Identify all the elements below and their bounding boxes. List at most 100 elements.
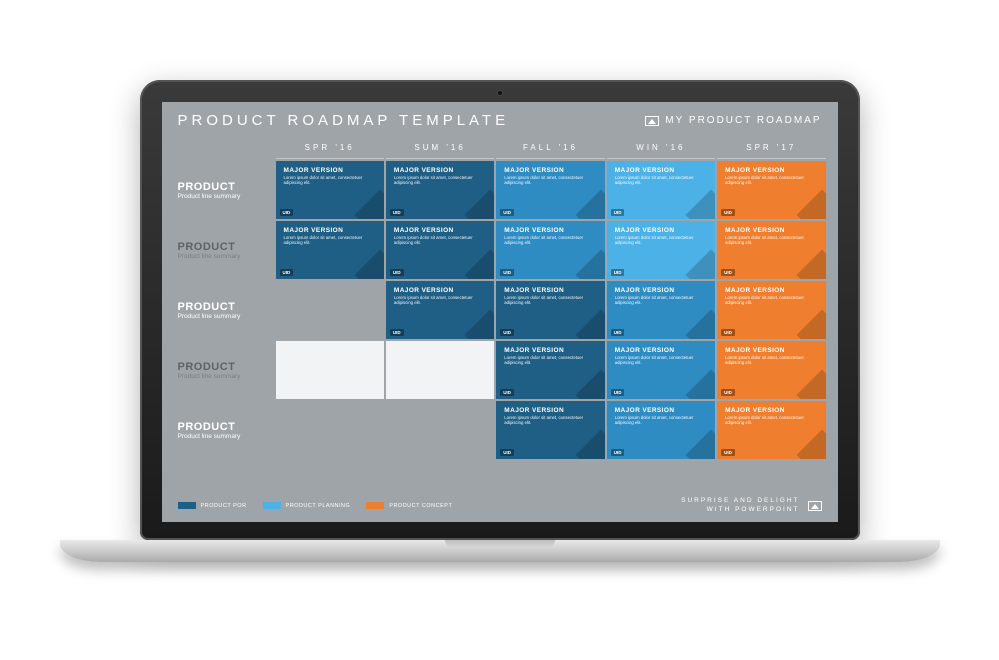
card-uid: UID [280,269,294,276]
card-desc: Lorem ipsum dolor sit amet, consectetuer… [504,295,598,306]
card-desc: Lorem ipsum dolor sit amet, consectetuer… [504,175,598,186]
version-card[interactable]: MAJOR VERSIONLorem ipsum dolor sit amet,… [386,161,494,219]
empty-cell [386,401,494,459]
card-desc: Lorem ipsum dolor sit amet, consectetuer… [504,415,598,426]
card-uid: UID [721,209,735,216]
brand: MY PRODUCT ROADMAP [645,115,821,126]
card-title: MAJOR VERSION [504,287,598,294]
card-title: MAJOR VERSION [394,227,488,234]
card-fold-icon [686,430,715,459]
version-card[interactable]: MAJOR VERSIONLorem ipsum dolor sit amet,… [717,401,825,459]
legend-swatch [178,502,196,509]
version-card[interactable]: MAJOR VERSIONLorem ipsum dolor sit amet,… [607,341,715,399]
card-title: MAJOR VERSION [615,347,709,354]
col-header: SUM '16 [386,137,494,159]
version-card[interactable]: MAJOR VERSIONLorem ipsum dolor sit amet,… [607,161,715,219]
card-title: MAJOR VERSION [725,167,819,174]
card-uid: UID [721,389,735,396]
roadmap-row: PRODUCTProduct line summaryMAJOR VERSION… [174,221,826,279]
version-card[interactable]: MAJOR VERSIONLorem ipsum dolor sit amet,… [607,281,715,339]
row-name: PRODUCT [178,361,274,373]
version-card[interactable]: MAJOR VERSIONLorem ipsum dolor sit amet,… [607,401,715,459]
card-desc: Lorem ipsum dolor sit amet, consectetuer… [725,175,819,186]
brand-text: MY PRODUCT ROADMAP [665,115,821,126]
card-desc: Lorem ipsum dolor sit amet, consectetuer… [394,295,488,306]
card-title: MAJOR VERSION [615,167,709,174]
version-card[interactable]: MAJOR VERSIONLorem ipsum dolor sit amet,… [496,401,604,459]
version-card[interactable]: MAJOR VERSIONLorem ipsum dolor sit amet,… [717,341,825,399]
tagline-line1: SURPRISE AND DELIGHT [681,497,799,505]
col-header: WIN '16 [607,137,715,159]
card-fold-icon [575,190,604,219]
page-title: PRODUCT ROADMAP TEMPLATE [178,112,510,129]
card-title: MAJOR VERSION [615,407,709,414]
row-label: PRODUCTProduct line summary [174,401,274,459]
card-fold-icon [575,310,604,339]
version-card[interactable]: MAJOR VERSIONLorem ipsum dolor sit amet,… [717,161,825,219]
card-uid: UID [721,329,735,336]
roadmap-row: PRODUCTProduct line summary MAJOR VERSION… [174,401,826,459]
card-fold-icon [465,250,494,279]
row-sub: Product line summary [178,253,274,260]
version-card[interactable]: MAJOR VERSIONLorem ipsum dolor sit amet,… [607,221,715,279]
version-card[interactable]: MAJOR VERSIONLorem ipsum dolor sit amet,… [717,281,825,339]
card-uid: UID [611,329,625,336]
version-card[interactable]: MAJOR VERSIONLorem ipsum dolor sit amet,… [717,221,825,279]
card-desc: Lorem ipsum dolor sit amet, consectetuer… [615,355,709,366]
version-card[interactable]: MAJOR VERSIONLorem ipsum dolor sit amet,… [386,221,494,279]
legend-label: PRODUCT POR [201,503,247,509]
card-title: MAJOR VERSION [394,287,488,294]
card-fold-icon [575,430,604,459]
card-uid: UID [500,389,514,396]
card-fold-icon [686,250,715,279]
card-title: MAJOR VERSION [504,167,598,174]
card-fold-icon [354,250,383,279]
roadmap-grid: SPR '16 SUM '16 FALL '16 WIN '16 SPR '17… [162,137,838,491]
footer: PRODUCT PORPRODUCT PLANNINGPRODUCT CONCE… [162,491,838,522]
version-card[interactable]: MAJOR VERSIONLorem ipsum dolor sit amet,… [386,281,494,339]
col-header: SPR '17 [717,137,825,159]
legend-label: PRODUCT PLANNING [286,503,351,509]
version-card[interactable]: MAJOR VERSIONLorem ipsum dolor sit amet,… [496,221,604,279]
laptop-base [60,540,940,562]
roadmap-row: PRODUCTProduct line summaryMAJOR VERSION… [174,161,826,219]
version-card[interactable]: MAJOR VERSIONLorem ipsum dolor sit amet,… [496,161,604,219]
card-fold-icon [465,190,494,219]
brand-icon [645,116,659,126]
card-uid: UID [721,269,735,276]
card-title: MAJOR VERSION [504,407,598,414]
row-sub: Product line summary [178,433,274,440]
card-title: MAJOR VERSION [394,167,488,174]
card-title: MAJOR VERSION [615,287,709,294]
card-title: MAJOR VERSION [504,227,598,234]
card-fold-icon [796,370,825,399]
card-desc: Lorem ipsum dolor sit amet, consectetuer… [725,295,819,306]
tagline: SURPRISE AND DELIGHT WITH POWERPOINT [681,497,821,514]
card-title: MAJOR VERSION [725,407,819,414]
card-desc: Lorem ipsum dolor sit amet, consectetuer… [615,295,709,306]
card-uid: UID [390,269,404,276]
columns-header: SPR '16 SUM '16 FALL '16 WIN '16 SPR '17 [174,137,826,159]
row-label: PRODUCTProduct line summary [174,221,274,279]
roadmap-row: PRODUCTProduct line summary MAJOR VERSION… [174,281,826,339]
card-fold-icon [465,310,494,339]
card-fold-icon [686,370,715,399]
card-desc: Lorem ipsum dolor sit amet, consectetuer… [725,355,819,366]
version-card[interactable]: MAJOR VERSIONLorem ipsum dolor sit amet,… [276,161,384,219]
card-title: MAJOR VERSION [284,227,378,234]
version-card[interactable]: MAJOR VERSIONLorem ipsum dolor sit amet,… [276,221,384,279]
card-fold-icon [796,310,825,339]
version-card[interactable]: MAJOR VERSIONLorem ipsum dolor sit amet,… [496,281,604,339]
card-desc: Lorem ipsum dolor sit amet, consectetuer… [284,175,378,186]
row-name: PRODUCT [178,181,274,193]
card-desc: Lorem ipsum dolor sit amet, consectetuer… [725,235,819,246]
card-uid: UID [500,269,514,276]
card-uid: UID [280,209,294,216]
card-desc: Lorem ipsum dolor sit amet, consectetuer… [394,175,488,186]
card-title: MAJOR VERSION [504,347,598,354]
card-uid: UID [500,209,514,216]
row-label: PRODUCTProduct line summary [174,161,274,219]
row-label: PRODUCTProduct line summary [174,281,274,339]
version-card[interactable]: MAJOR VERSIONLorem ipsum dolor sit amet,… [496,341,604,399]
card-title: MAJOR VERSION [725,287,819,294]
